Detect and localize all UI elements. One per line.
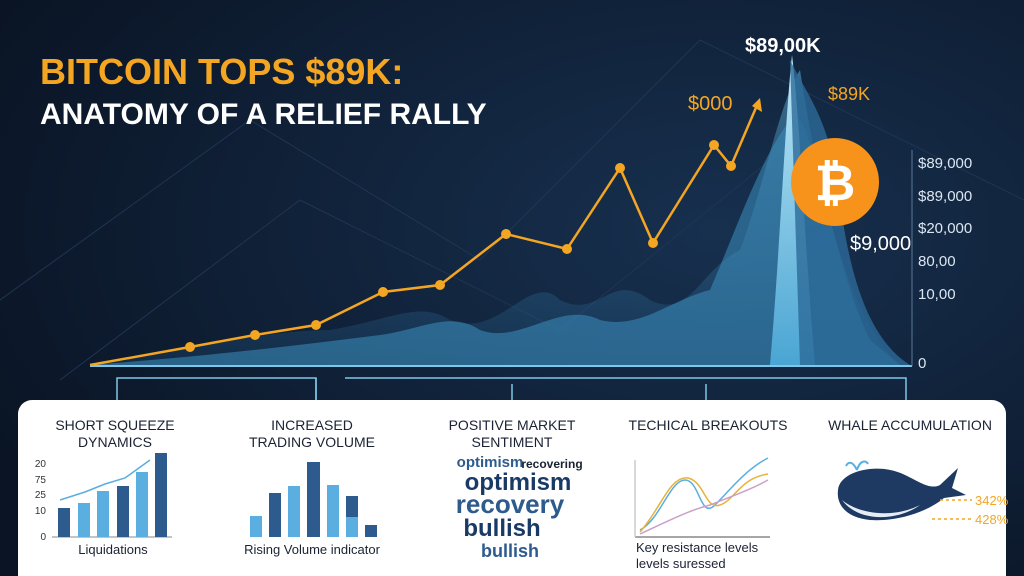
annotation: $000 — [688, 93, 733, 115]
panel-title-line: TRADING VOLUME — [249, 434, 375, 450]
mini-ticks: 20 75 25 10 0 — [35, 459, 47, 543]
whale-label: 428% — [975, 512, 1009, 527]
panel-title: WHALE ACCUMULATION — [828, 417, 992, 433]
title-line1: BITCOIN TOPS $89K: — [40, 51, 403, 92]
panel-title-line: INCREASED — [271, 417, 353, 433]
word: recovering — [521, 457, 582, 471]
volume-bars — [250, 462, 377, 537]
panel-caption: Key resistance levels — [636, 540, 759, 555]
panel-title-line: SENTIMENT — [472, 434, 553, 450]
mini-bars — [52, 453, 172, 538]
axis-label: 0 — [918, 355, 926, 372]
panel-title: TECHICAL BREAKOUTS — [629, 417, 788, 433]
panel-title-line: POSITIVE MARKET — [449, 417, 576, 433]
mini-tick: 0 — [40, 532, 46, 543]
whale — [837, 460, 972, 521]
panel-title-line: DYNAMICS — [78, 434, 152, 450]
panel-title: INCREASED TRADING VOLUME — [249, 417, 375, 450]
panel-title: SHORT SQUEEZE DYNAMICS — [55, 417, 174, 450]
word: optimism — [465, 469, 572, 496]
word: bullish — [463, 515, 540, 542]
panel-strip — [18, 400, 1006, 576]
mini-tick: 25 — [35, 490, 47, 501]
annotation: $89K — [828, 84, 870, 104]
axis-label: 10,00 — [918, 286, 956, 303]
breakout-lines — [634, 457, 770, 538]
word-cloud: optimism recovering optimism recovery bu… — [456, 454, 583, 561]
axis-labels: $89,000 $89,000 $20,000 80,00 10,00 0 — [918, 155, 972, 372]
annotation: $89,00K — [745, 35, 821, 57]
axis-label: 80,00 — [918, 253, 956, 270]
connectors — [116, 377, 907, 402]
panel-caption: levels suressed — [636, 556, 726, 571]
panel-title-line: SHORT SQUEEZE — [55, 417, 174, 433]
axis-label: $89,000 — [918, 155, 972, 172]
panel-caption: Liquidations — [78, 542, 148, 557]
svg-text:₿: ₿ — [815, 155, 856, 211]
axis-label: $89,000 — [918, 188, 972, 205]
title-line2: ANATOMY OF A RELIEF RALLY — [40, 98, 487, 131]
mini-tick: 75 — [35, 475, 47, 486]
word: bullish — [481, 541, 539, 561]
panel-title: POSITIVE MARKET SENTIMENT — [449, 417, 576, 450]
whale-label: 342% — [975, 493, 1009, 508]
axis-label: $20,000 — [918, 220, 972, 237]
bitcoin-logo: ₿ — [791, 138, 879, 226]
annotation: $9,000 — [850, 233, 911, 255]
waves — [90, 55, 910, 366]
word: optimism — [457, 454, 524, 471]
mini-tick: 10 — [35, 506, 47, 517]
price-dots — [185, 98, 762, 352]
panel-caption: Rising Volume indicator — [244, 542, 381, 557]
word: recovery — [456, 489, 565, 519]
mini-tick: 20 — [35, 459, 47, 470]
